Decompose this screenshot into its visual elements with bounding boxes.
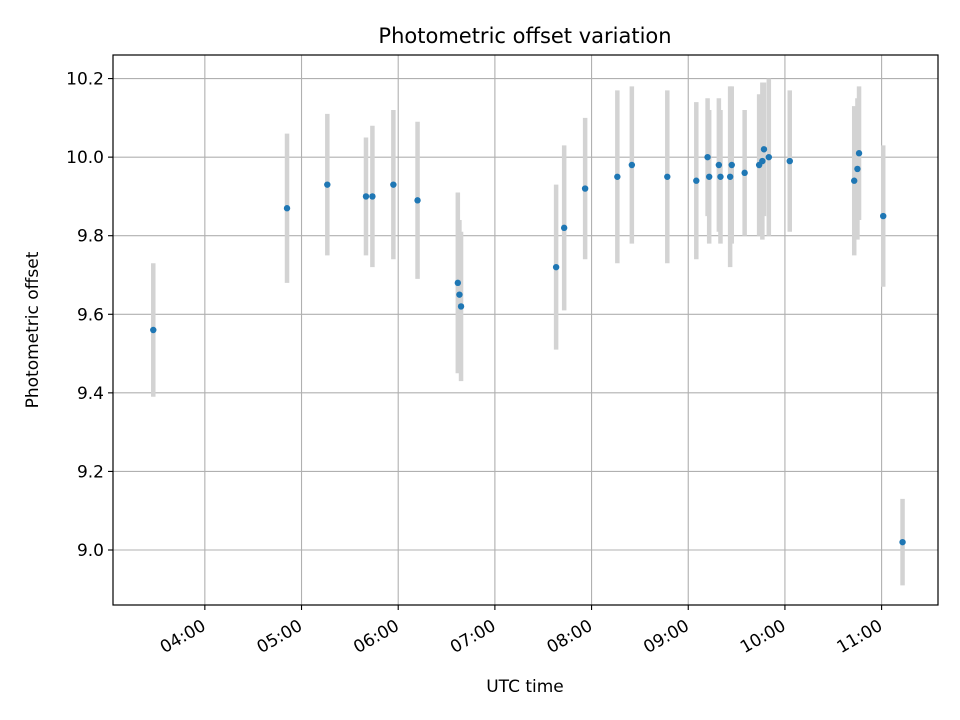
data-point	[614, 173, 621, 180]
y-tick-label: 10.2	[66, 70, 104, 90]
y-axis-label: Photometric offset	[23, 251, 43, 408]
data-point	[283, 205, 291, 212]
data-point	[705, 173, 713, 180]
y-tick-label: 9.4	[77, 384, 104, 404]
data-point	[150, 326, 157, 334]
chart-title: Photometric offset variation	[378, 24, 671, 48]
data-point	[765, 153, 773, 161]
data-point	[728, 161, 735, 169]
data-point	[390, 181, 397, 188]
data-point	[693, 177, 700, 184]
data-point	[362, 193, 370, 200]
y-tick-label: 9.2	[77, 462, 104, 482]
data-point	[457, 303, 465, 310]
data-point	[456, 291, 463, 298]
data-point	[704, 153, 711, 161]
data-point	[726, 173, 734, 180]
y-tick-label: 9.6	[77, 305, 104, 325]
data-point	[552, 263, 560, 271]
data-point	[855, 150, 863, 157]
data-point	[759, 157, 766, 165]
data-point	[664, 173, 671, 180]
data-point	[760, 146, 768, 153]
data-point	[560, 224, 568, 232]
data-point	[581, 185, 589, 192]
data-point	[854, 165, 861, 173]
data-point	[414, 197, 421, 204]
data-point	[454, 279, 462, 287]
data-point	[741, 169, 748, 177]
y-axis-ticks: 9.0 9.2 9.4 9.6 9.8 10.0 10.2	[66, 70, 113, 561]
y-tick-label: 9.8	[77, 227, 104, 247]
data-point	[715, 161, 723, 169]
data-point	[851, 177, 858, 184]
data-point	[899, 538, 906, 546]
data-point	[369, 193, 376, 200]
y-tick-label: 10.0	[66, 148, 104, 168]
data-point	[324, 181, 331, 188]
data-points	[150, 146, 906, 546]
data-point	[786, 157, 793, 165]
data-point	[717, 173, 724, 180]
x-axis-label: UTC time	[486, 677, 564, 697]
data-point	[880, 212, 887, 220]
data-point	[628, 161, 636, 169]
grid-lines	[113, 55, 938, 605]
y-tick-label: 9.0	[77, 541, 104, 561]
plot-frame	[112, 54, 939, 606]
